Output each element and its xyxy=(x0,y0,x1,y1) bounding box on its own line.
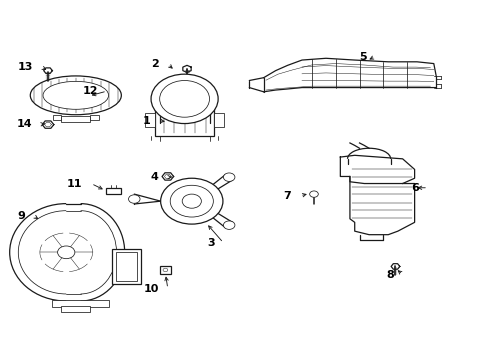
Ellipse shape xyxy=(43,81,108,109)
Bar xyxy=(155,97,214,136)
Ellipse shape xyxy=(160,178,223,224)
Bar xyxy=(61,306,90,312)
Text: 1: 1 xyxy=(142,116,150,126)
Ellipse shape xyxy=(160,81,209,117)
Text: 11: 11 xyxy=(67,179,82,189)
Ellipse shape xyxy=(309,191,318,197)
Bar xyxy=(106,188,121,194)
Text: 4: 4 xyxy=(150,172,158,182)
Ellipse shape xyxy=(30,76,121,115)
Text: 3: 3 xyxy=(207,238,214,248)
Bar xyxy=(115,252,137,281)
Ellipse shape xyxy=(223,221,234,229)
Bar xyxy=(214,113,224,127)
Text: 7: 7 xyxy=(283,191,291,201)
Ellipse shape xyxy=(128,195,140,203)
Bar xyxy=(52,300,109,307)
Bar xyxy=(112,249,140,284)
Ellipse shape xyxy=(163,268,167,272)
Ellipse shape xyxy=(58,246,75,259)
Text: 2: 2 xyxy=(151,59,159,69)
Ellipse shape xyxy=(151,74,218,123)
Bar xyxy=(90,116,99,120)
Text: 5: 5 xyxy=(358,51,366,62)
Bar xyxy=(53,116,61,120)
Text: 14: 14 xyxy=(17,119,33,129)
Text: 12: 12 xyxy=(82,86,98,96)
Ellipse shape xyxy=(223,173,234,181)
Bar xyxy=(61,116,90,122)
Text: 9: 9 xyxy=(17,211,25,221)
Text: 10: 10 xyxy=(143,284,159,294)
Ellipse shape xyxy=(182,194,201,208)
Bar xyxy=(145,113,155,127)
Text: 8: 8 xyxy=(386,270,393,280)
Text: 13: 13 xyxy=(17,62,33,72)
Text: 6: 6 xyxy=(411,183,419,193)
Ellipse shape xyxy=(170,185,213,217)
Bar xyxy=(160,266,171,274)
